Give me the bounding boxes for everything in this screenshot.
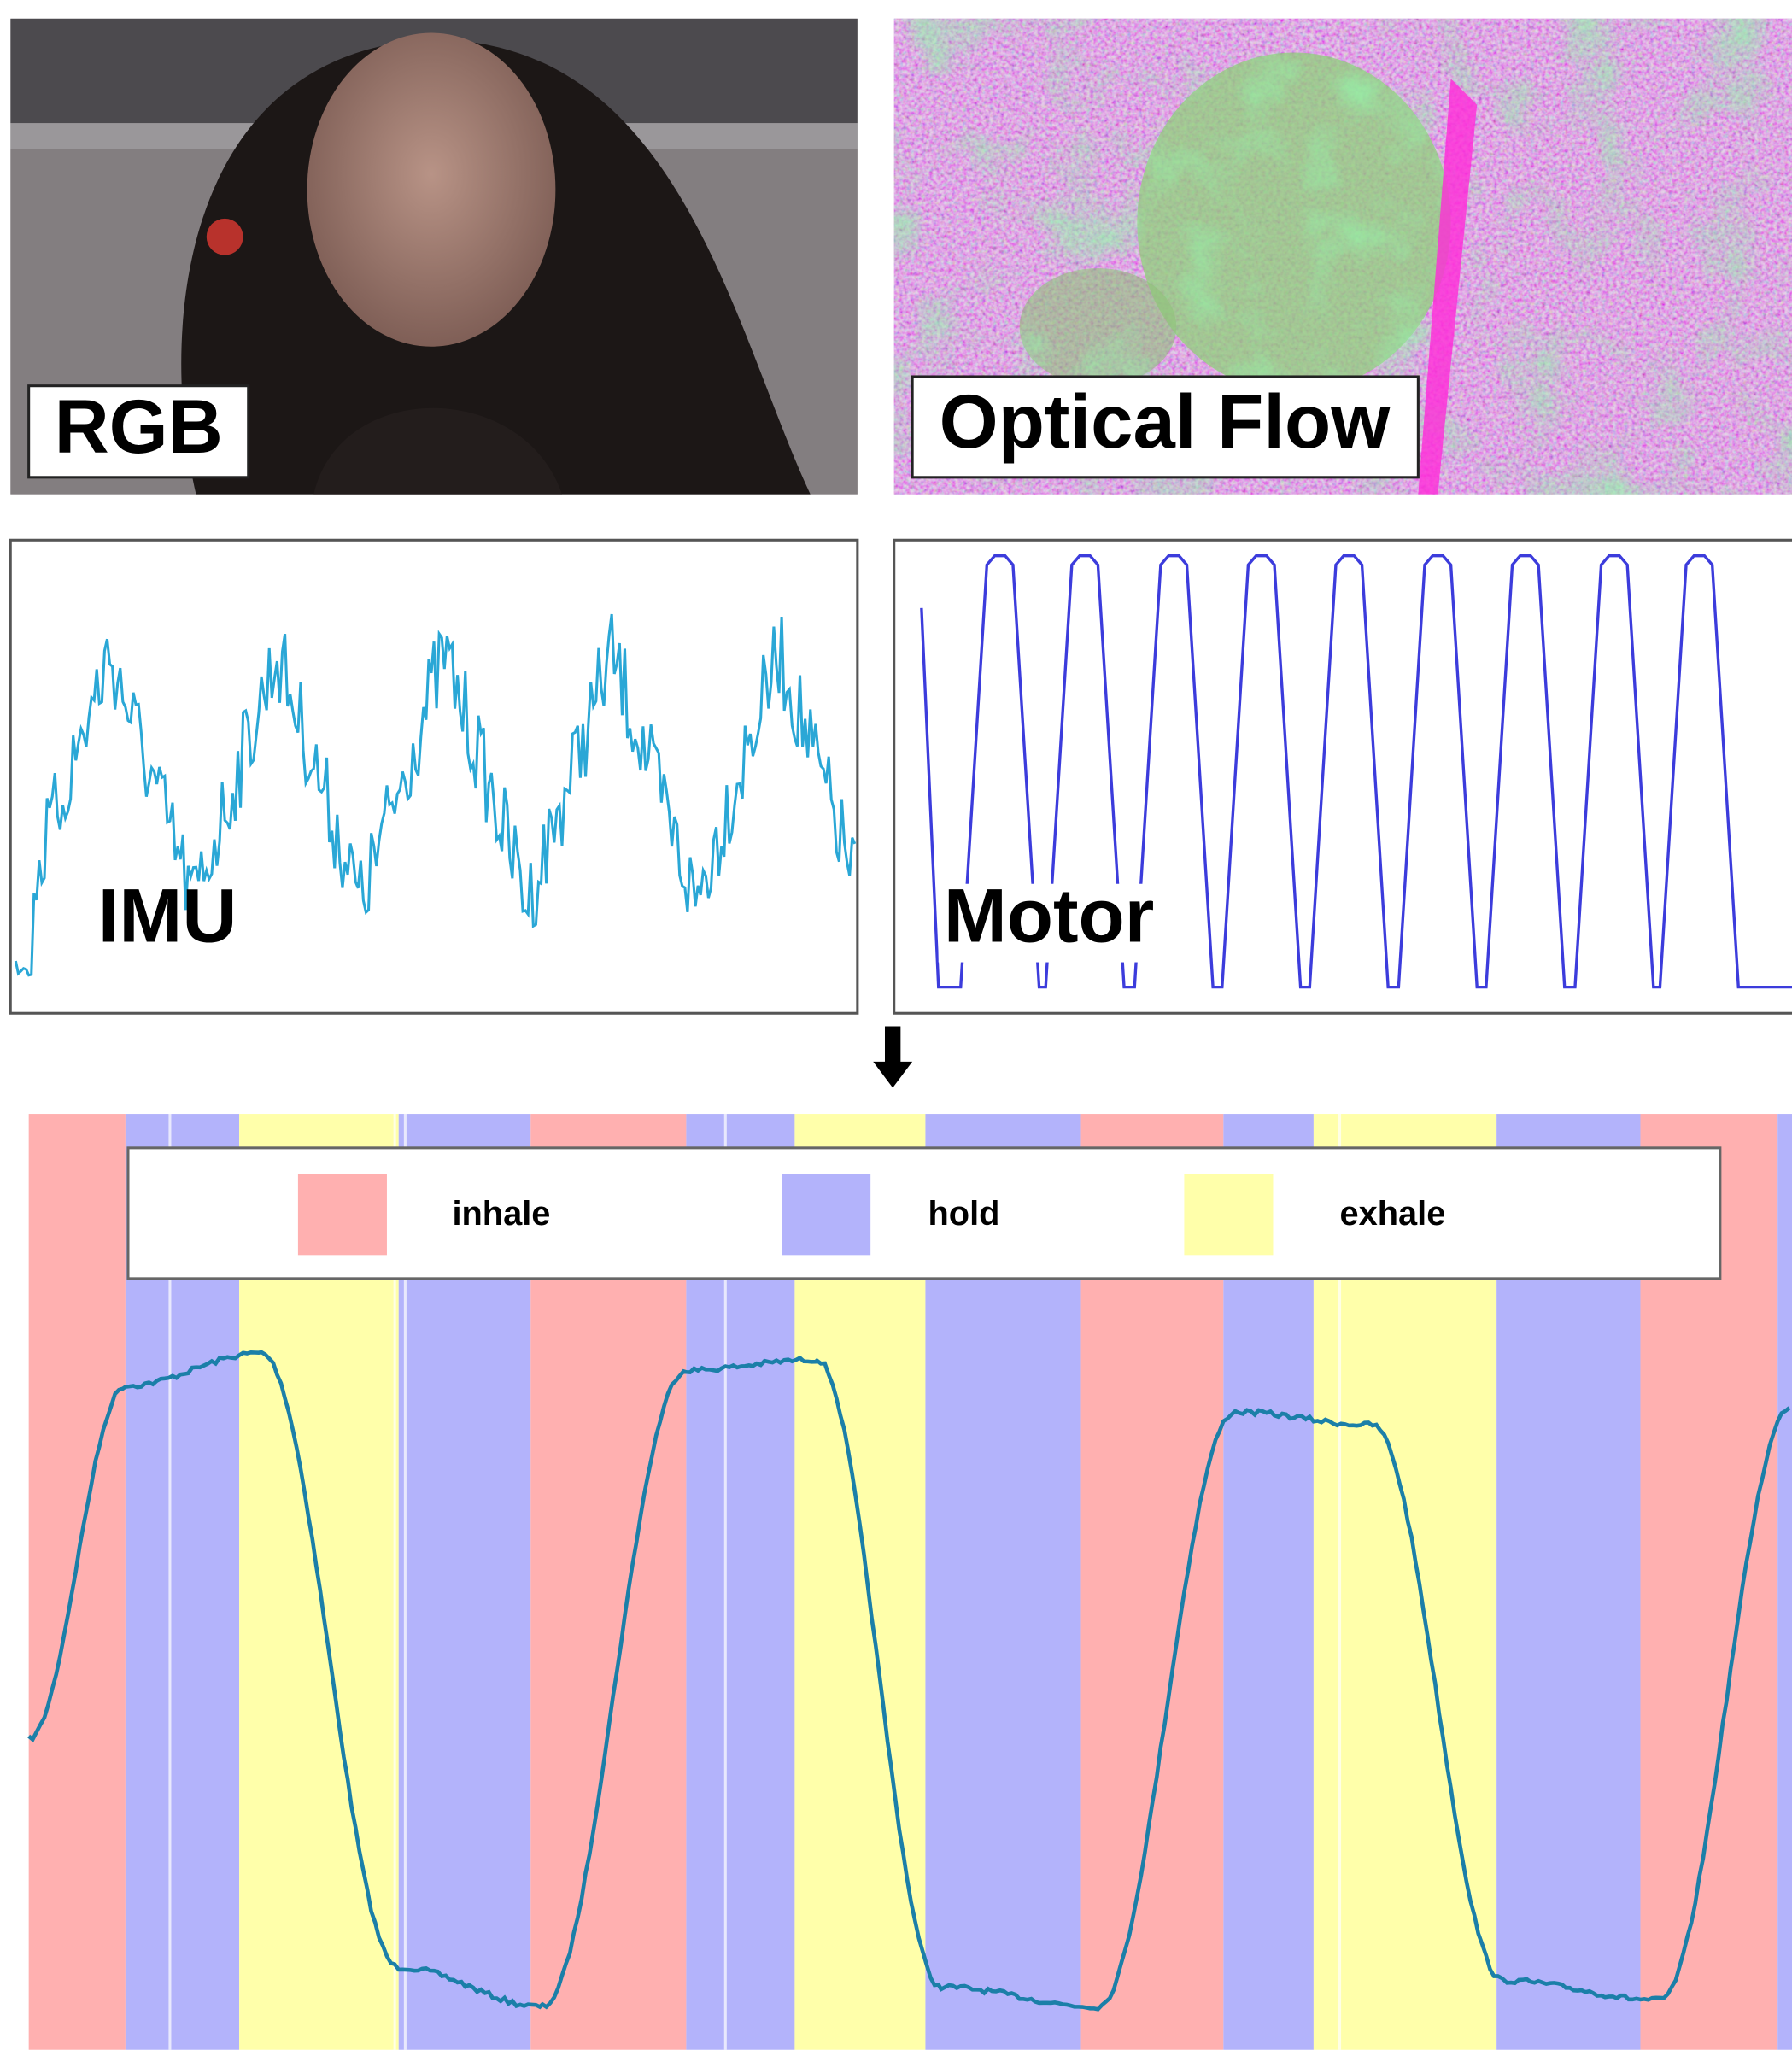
panel-label: Optical Flow <box>940 379 1391 464</box>
phase-band <box>1777 1114 1792 2050</box>
legend-swatch <box>782 1174 870 1255</box>
phase-band <box>29 1114 126 2050</box>
legend-label: inhale <box>452 1195 550 1233</box>
panel-label: IMU <box>98 874 237 958</box>
legend-label: exhale <box>1340 1195 1446 1233</box>
legend-label: hold <box>928 1195 999 1233</box>
panel-label: Motor <box>944 874 1154 958</box>
legend-swatch <box>298 1174 387 1255</box>
page: RGB Optical Flow IMU Motor inhale hold exh… <box>0 0 1792 2050</box>
arrow <box>873 1027 912 1088</box>
panel-label: RGB <box>55 384 223 469</box>
legend-swatch <box>1184 1174 1273 1255</box>
figure: RGB Optical Flow IMU Motor inhale hold exh… <box>0 0 1792 2050</box>
